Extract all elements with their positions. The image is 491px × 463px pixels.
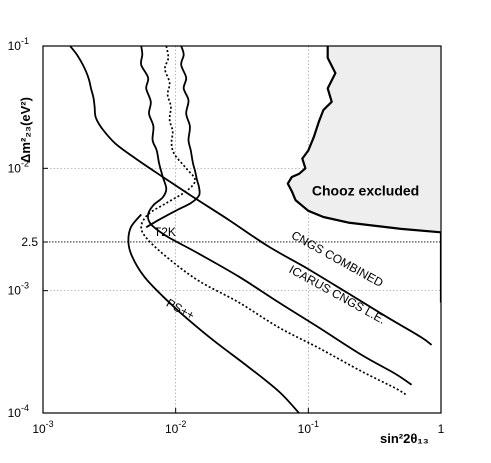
x-tick-label: 10-1	[298, 419, 319, 436]
series-line-icarus-cngs-l-e	[140, 46, 413, 386]
series-layer	[69, 46, 433, 413]
y-tick-label: 10-3	[8, 281, 29, 298]
x-axis-label: sin²2θ₁₃	[380, 431, 429, 446]
excluded-region-layer	[286, 46, 441, 303]
chooz-excluded-label: Chooz excluded	[312, 182, 419, 198]
chooz-excluded-region	[287, 46, 441, 303]
y-axis-label: Δm²₂₃(eV²)	[18, 97, 33, 163]
x-tick-label: 1	[438, 422, 445, 436]
y-tick-label: 2.5	[21, 235, 38, 249]
series-line-ps	[127, 213, 300, 413]
series-line-3	[140, 46, 408, 396]
y-tick-label: 10-1	[8, 36, 29, 53]
plot-frame	[42, 45, 442, 414]
x-tick-label: 10-2	[165, 419, 186, 436]
series-line-cngs-combined	[69, 46, 433, 346]
x-tick-label: 10-3	[32, 419, 53, 436]
annotation-t2k: T2K	[154, 225, 176, 239]
chooz-boundary-line	[286, 46, 441, 303]
series-label-ps: PS++	[164, 296, 197, 323]
grid-lines	[43, 46, 441, 413]
series-line-4	[145, 46, 201, 228]
y-tick-label: 10-4	[8, 403, 29, 420]
